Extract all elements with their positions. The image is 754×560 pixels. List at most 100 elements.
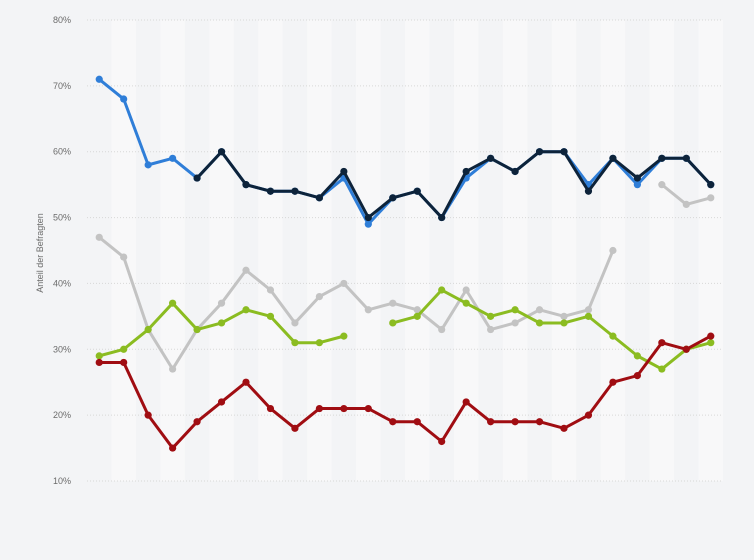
data-point — [315, 293, 323, 301]
column-band — [405, 20, 430, 481]
series-line — [97, 334, 713, 450]
data-point — [511, 418, 519, 426]
data-point — [511, 167, 519, 176]
y-tick-label: 70% — [53, 81, 71, 91]
column-band — [453, 20, 479, 481]
column-band — [649, 20, 675, 481]
data-point — [633, 372, 641, 380]
data-point — [535, 306, 544, 314]
column-band — [209, 20, 234, 481]
data-point — [560, 319, 568, 327]
data-point — [389, 319, 397, 327]
data-point — [217, 398, 226, 406]
data-point — [633, 174, 641, 182]
data-point — [413, 306, 421, 314]
data-point — [535, 418, 544, 426]
data-point — [609, 154, 617, 162]
data-point — [462, 398, 470, 406]
data-point — [193, 325, 201, 334]
data-point — [462, 299, 470, 307]
series-2 — [193, 148, 715, 222]
series-group — [95, 75, 715, 452]
data-point — [315, 339, 323, 347]
data-point — [633, 181, 641, 189]
gridlines — [87, 19, 723, 482]
series-4 — [95, 286, 715, 373]
data-point — [266, 286, 275, 294]
data-point — [707, 339, 715, 347]
series-line — [195, 150, 713, 220]
y-tick-label: 10% — [53, 476, 71, 486]
data-point — [266, 312, 275, 320]
data-point — [120, 345, 128, 353]
data-point — [658, 181, 666, 189]
data-point — [487, 312, 495, 320]
column-band — [307, 20, 332, 481]
data-point — [535, 148, 544, 156]
data-point — [340, 332, 348, 340]
data-point — [120, 253, 128, 261]
data-point — [584, 411, 593, 419]
data-point — [242, 378, 250, 386]
data-point — [242, 266, 250, 274]
data-point — [169, 365, 177, 373]
column-band — [356, 20, 381, 481]
data-point — [364, 213, 372, 222]
data-point — [266, 404, 275, 413]
y-axis-ticks: 10% 20% 30% 40% 50% 60% 70% 80% — [53, 15, 71, 486]
data-point — [658, 365, 666, 373]
data-point — [511, 306, 519, 314]
data-point — [364, 220, 372, 228]
data-point — [340, 404, 348, 413]
data-point — [291, 339, 299, 347]
series-5 — [95, 332, 715, 452]
y-tick-label: 60% — [53, 147, 71, 157]
data-point — [413, 418, 421, 426]
y-axis-label: Anteil der Befragten — [35, 213, 45, 293]
data-point — [193, 418, 201, 426]
column-band — [551, 20, 577, 481]
data-point — [658, 154, 666, 162]
data-point — [487, 325, 495, 334]
data-point — [364, 306, 372, 314]
data-point — [95, 75, 103, 83]
column-bands — [111, 20, 723, 481]
data-point — [242, 181, 250, 189]
data-point — [389, 194, 397, 202]
data-point — [217, 299, 226, 307]
column-band — [160, 20, 185, 481]
data-point — [144, 161, 152, 169]
data-point — [95, 352, 103, 360]
y-tick-label: 40% — [53, 278, 71, 288]
data-point — [487, 418, 495, 426]
y-tick-label: 20% — [53, 410, 71, 420]
column-band — [502, 20, 528, 481]
column-band — [698, 20, 723, 481]
data-point — [584, 312, 593, 320]
data-point — [169, 299, 177, 307]
data-point — [609, 378, 617, 386]
data-point — [389, 299, 397, 307]
data-point — [682, 154, 690, 162]
data-point — [389, 418, 397, 426]
data-point — [144, 325, 152, 334]
data-point — [707, 194, 715, 202]
y-tick-label: 50% — [53, 213, 71, 223]
data-point — [633, 352, 641, 360]
data-point — [487, 154, 495, 162]
data-point — [315, 194, 323, 202]
data-point — [658, 339, 666, 347]
data-point — [315, 404, 323, 413]
data-point — [291, 319, 299, 327]
data-point — [95, 358, 103, 367]
data-point — [242, 306, 250, 314]
data-point — [584, 187, 593, 195]
data-point — [560, 148, 568, 156]
data-point — [169, 154, 177, 162]
data-point — [291, 187, 299, 195]
data-point — [535, 319, 544, 327]
data-point — [291, 424, 299, 432]
data-point — [682, 345, 690, 353]
data-point — [438, 325, 446, 334]
